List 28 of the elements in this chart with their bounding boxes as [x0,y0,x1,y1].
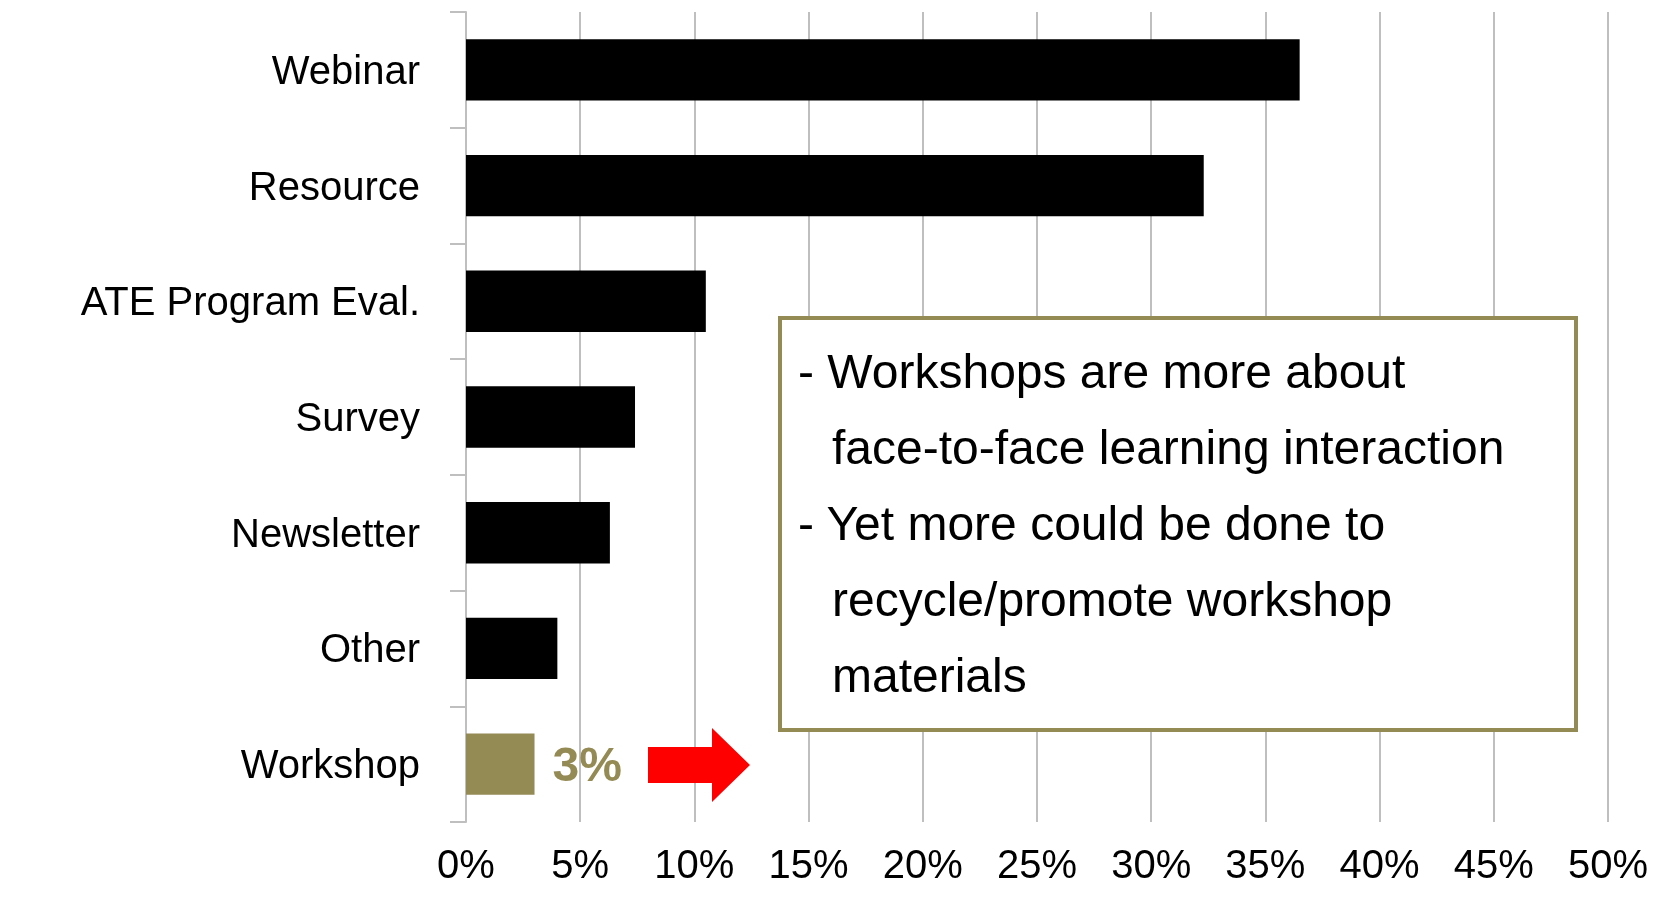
x-tick-label: 5% [551,842,610,886]
y-tick-label: Other [319,626,420,671]
bar [466,733,535,795]
x-tick-label: 50% [1567,842,1649,886]
y-tick-label: Survey [295,395,420,439]
data-label: 3% [552,737,622,791]
bar [466,154,1204,217]
annotation: - Workshops are more about face-to-face learning interaction [798,344,1506,476]
x-tick-label: 35% [1225,842,1306,886]
annotation: - Yet more could be done to recycle/promote workshop materials [798,496,1394,704]
bar [466,270,706,332]
y-tick-label: ATE Program Eval. [80,279,420,324]
bar [466,502,610,564]
x-tick-label: 45% [1453,842,1534,886]
x-tick-label: 20% [882,842,963,886]
x-tick-label: 15% [768,842,849,886]
y-tick-label: Workshop [240,742,420,787]
y-tick-label: Resource [248,163,420,208]
y-tick-label: Newsletter [231,510,420,555]
bar [466,39,1300,101]
bar [466,386,636,448]
x-tick-label: 30% [1111,842,1192,886]
bar [466,617,558,680]
y-tick-label: Webinar [271,47,420,92]
x-tick-label: 40% [1339,842,1420,886]
x-tick-label: 25% [996,842,1078,886]
x-tick-label: 0% [437,842,495,886]
x-tick-label: 10% [654,842,735,886]
